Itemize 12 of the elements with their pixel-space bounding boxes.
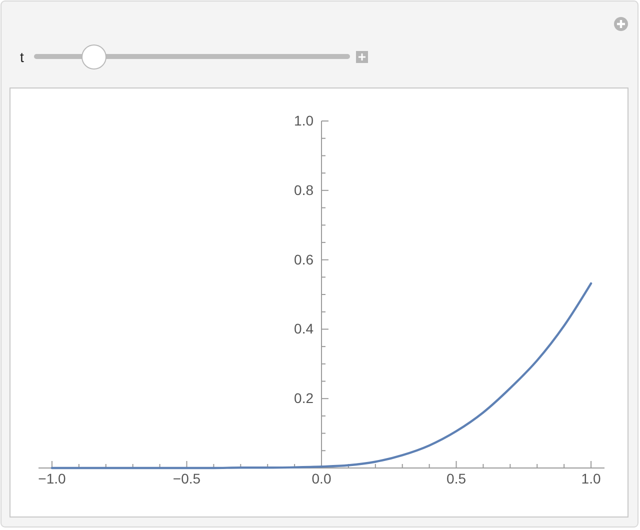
x-tick-label: −1.0	[38, 470, 66, 487]
text: t	[20, 49, 24, 65]
x-tick-label: 0.0	[312, 470, 332, 487]
x-tick-label: 1.0	[581, 470, 601, 487]
x-tick-label: 0.5	[446, 470, 466, 487]
y-tick-label: 0.4	[294, 320, 314, 337]
y-tick-label: 0.8	[294, 182, 314, 198]
y-tick-label: 1.0	[294, 112, 314, 128]
y-tick-label: 0.6	[294, 251, 314, 268]
x-tick-label: −0.5	[172, 470, 201, 487]
line-series	[50, 282, 592, 470]
y-tick-label: 0.2	[294, 390, 314, 406]
